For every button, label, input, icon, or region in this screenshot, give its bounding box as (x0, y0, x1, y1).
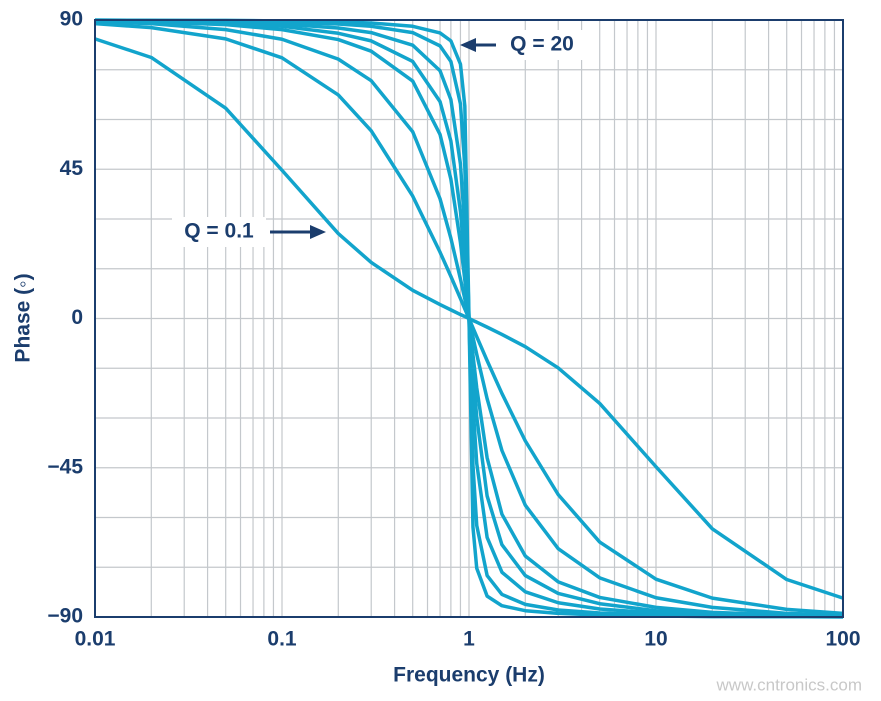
x-axis-label: Frequency (Hz) (393, 664, 545, 687)
y-tick-label: 0 (71, 306, 83, 329)
y-axis-label: Phase (◦) (12, 273, 35, 362)
annotation-arrowhead (460, 38, 476, 52)
x-tick-label: 1 (463, 628, 475, 651)
y-tick-label: −90 (47, 605, 83, 628)
annotation-bg (496, 30, 588, 60)
y-tick-label: 90 (60, 8, 83, 31)
x-tick-label: 0.1 (267, 628, 297, 651)
x-tick-label: 10 (644, 628, 667, 651)
y-tick-label: 45 (60, 157, 84, 180)
plot-frame (94, 19, 844, 618)
x-tick-label: 0.01 (75, 628, 116, 651)
curve (94, 18, 844, 619)
annotation: Q = 0.1 (184, 220, 254, 243)
curves (94, 18, 844, 619)
annotation-arrowhead (310, 225, 326, 239)
x-tick-label: 100 (825, 628, 860, 651)
annotation-bg (172, 217, 266, 247)
watermark: www.cntronics.com (716, 675, 862, 694)
annotation: Q = 20 (510, 33, 574, 56)
y-tick-label: −45 (47, 455, 83, 478)
